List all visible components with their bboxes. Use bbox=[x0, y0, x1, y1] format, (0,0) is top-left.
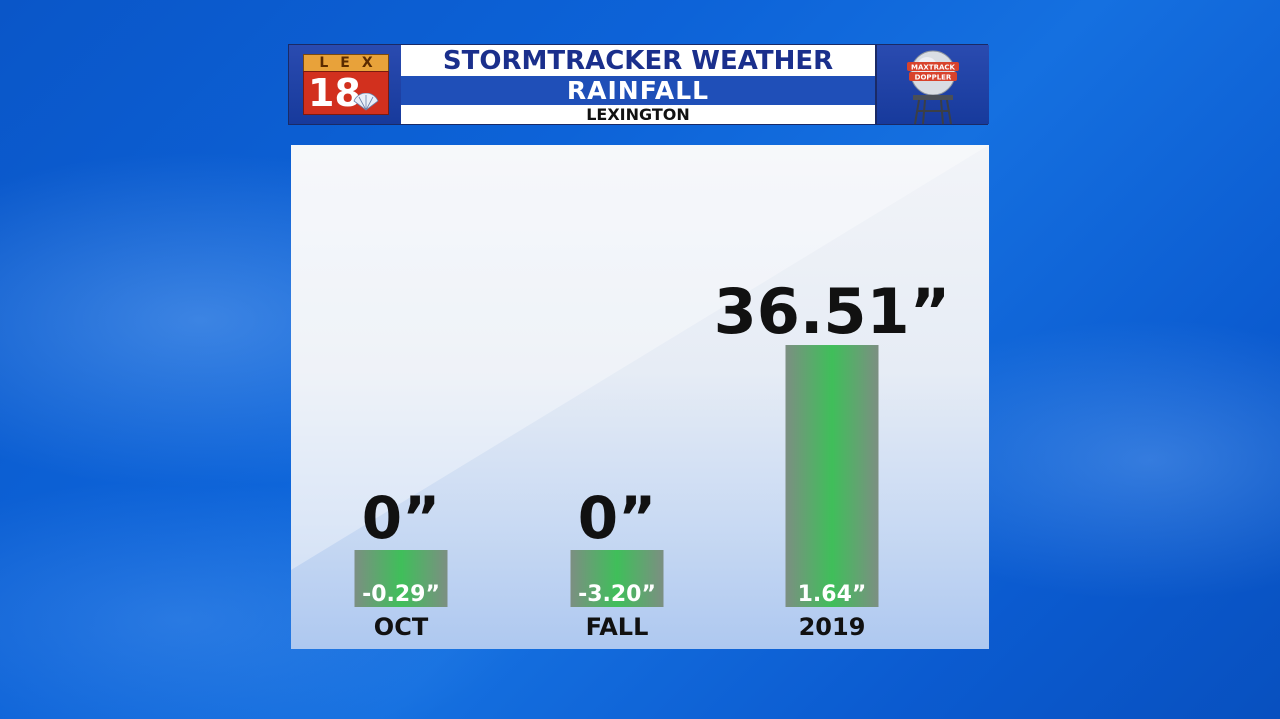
header-titles: STORMTRACKER WEATHER RAINFALL LEXINGTON bbox=[401, 45, 875, 124]
logo-lex-text: LEX bbox=[303, 54, 389, 72]
value-label-2019: 36.51” bbox=[714, 275, 951, 348]
doppler-radar-logo: MAXTRACK DOPPLER bbox=[875, 45, 989, 125]
bar-oct bbox=[354, 550, 448, 607]
category-label-fall: FALL bbox=[586, 613, 649, 641]
radar-tower-icon: MAXTRACK DOPPLER bbox=[907, 50, 959, 125]
bar-2019 bbox=[785, 345, 879, 607]
logo-number: 18 bbox=[303, 71, 389, 115]
category-label-oct: OCT bbox=[374, 613, 429, 641]
value-label-oct: 0” bbox=[362, 484, 440, 552]
category-label-2019: 2019 bbox=[799, 613, 866, 641]
chart-panel: -0.29” 0” OCT -3.20” 0” FALL 1.64” 36.51” 2019 bbox=[291, 145, 989, 649]
peacock-icon bbox=[353, 93, 379, 111]
departure-label-2019: 1.64” bbox=[798, 582, 867, 607]
lex18-logo: LEX 18 bbox=[289, 45, 403, 124]
value-label-fall: 0” bbox=[578, 484, 656, 552]
departure-label-fall: -3.20” bbox=[578, 582, 656, 607]
bar-fall bbox=[570, 550, 664, 607]
header-location: LEXINGTON bbox=[401, 105, 875, 124]
radar-badge-bottom: DOPPLER bbox=[915, 74, 952, 82]
rainfall-bar-chart: -0.29” 0” OCT -3.20” 0” FALL 1.64” 36.51” 2019 bbox=[354, 275, 951, 641]
weather-header: LEX 18 STORMTRACKER WEATHER RAINFALL LEX… bbox=[288, 44, 989, 125]
header-subtitle: RAINFALL bbox=[401, 76, 875, 105]
panel-diagonal-shade bbox=[291, 145, 989, 570]
departure-label-oct: -0.29” bbox=[362, 582, 440, 607]
header-title: STORMTRACKER WEATHER bbox=[401, 45, 875, 76]
radar-badge-top: MAXTRACK bbox=[911, 64, 956, 72]
